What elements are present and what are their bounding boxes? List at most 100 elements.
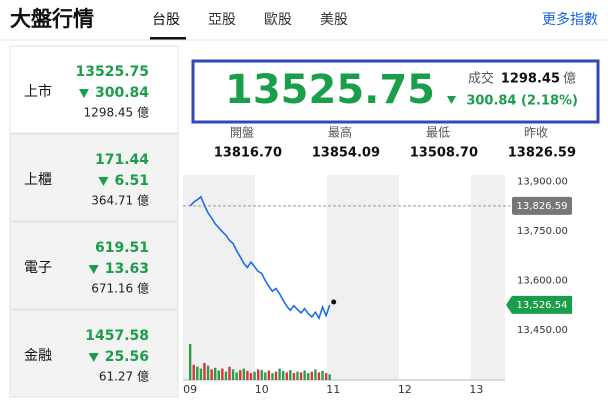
index-value: 171.44 — [95, 152, 149, 168]
volume-bar — [249, 373, 253, 380]
volume-unit: 億 — [563, 71, 576, 87]
volume-bar — [235, 372, 238, 380]
price: 13525.75 — [225, 67, 435, 113]
volume-bar — [192, 364, 195, 380]
volume-bar — [296, 371, 299, 380]
volume-bar — [217, 370, 220, 380]
volume-bar — [285, 372, 288, 380]
index-amount: 1298.45 億 — [84, 106, 149, 120]
volume-bar — [299, 372, 303, 380]
y-tick-label: 13,750.00 — [517, 226, 568, 237]
y-tick-label: 13,900.00 — [517, 177, 568, 188]
stat-value: 13816.70 — [214, 146, 282, 161]
stats: 開盤 13816.70 最高 13854.09 最低 13508.70 昨收 13826.59 — [214, 125, 576, 161]
volume-bar — [188, 343, 192, 380]
time-band — [471, 175, 505, 380]
volume-bar — [317, 372, 321, 380]
volume-bar — [281, 370, 285, 380]
volume-bar — [278, 368, 281, 380]
index-change: 300.84 — [95, 85, 149, 101]
last-point — [331, 299, 337, 305]
volume-bar — [246, 370, 249, 380]
stat-label: 最低 — [426, 126, 450, 140]
stat-value: 13826.59 — [508, 146, 576, 161]
index-name: 上櫃 — [24, 172, 52, 188]
tab-underline — [150, 37, 186, 40]
volume-bar — [242, 368, 246, 380]
volume-bar — [203, 362, 206, 380]
volume-bar — [271, 373, 274, 380]
index-value: 1457.58 — [85, 328, 149, 344]
volume-bar — [321, 370, 324, 380]
volume-bar — [231, 369, 235, 380]
time-band — [327, 175, 399, 380]
volume-bar — [253, 371, 256, 380]
sidebar-row[interactable] — [9, 133, 179, 222]
down-icon — [88, 353, 99, 362]
y-tick-label: 13,450.00 — [517, 325, 568, 336]
index-amount: 671.16 億 — [91, 282, 149, 296]
volume-bar — [199, 368, 203, 380]
volume-bar — [221, 368, 224, 380]
tab[interactable]: 亞股 — [208, 12, 236, 28]
stat-label: 開盤 — [230, 126, 254, 140]
x-tick-label: 13 — [469, 383, 483, 396]
x-tick-label: 11 — [326, 383, 340, 396]
stat-label: 昨收 — [524, 126, 548, 140]
tab[interactable]: 歐股 — [264, 12, 292, 28]
volume-bar — [310, 371, 313, 380]
index-value: 13525.75 — [75, 64, 149, 80]
time-band — [183, 175, 255, 380]
index-change: 25.56 — [105, 349, 149, 365]
volume-bar — [267, 370, 271, 380]
stat-value: 13854.09 — [312, 146, 380, 161]
stat-label: 最高 — [328, 125, 352, 140]
index-name: 電子 — [24, 260, 52, 276]
down-icon — [88, 265, 99, 274]
volume-bar — [256, 369, 260, 380]
summary-box — [191, 59, 600, 124]
more-link[interactable]: 更多指數 — [542, 11, 598, 28]
volume-bar — [274, 371, 278, 380]
volume-bar — [210, 369, 213, 380]
x-tick-label: 10 — [255, 383, 269, 396]
x-tick-label: 12 — [398, 383, 412, 396]
volume-bar — [196, 366, 199, 380]
sidebar: 上市 13525.75 300.84 1298.45 億上櫃 171.44 6.51 364… — [9, 45, 179, 398]
down-icon — [447, 96, 456, 104]
index-value: 619.51 — [95, 240, 149, 256]
volume-bar — [314, 369, 317, 380]
volume-bar — [328, 374, 331, 380]
volume-bar — [303, 370, 306, 380]
index-change: 6.51 — [114, 173, 149, 189]
tab[interactable]: 美股 — [320, 12, 348, 28]
tab[interactable]: 台股 — [152, 12, 180, 28]
chart: 13,900.00 13,750.00 13,600.00 13,450.00 09 10… — [183, 175, 572, 396]
stat-value: 13508.70 — [410, 146, 478, 161]
price-line — [189, 195, 331, 321]
reference-label: 13,826.59 — [517, 201, 568, 212]
down-icon — [98, 177, 109, 186]
x-tick-label: 09 — [183, 383, 197, 396]
sidebar-row[interactable] — [9, 45, 179, 134]
index-name: 金融 — [24, 348, 52, 364]
y-tick-label: 13,600.00 — [517, 276, 568, 287]
volume-bar — [224, 371, 228, 380]
index-change: 13.63 — [105, 261, 149, 277]
widget-title: 大盤行情 — [10, 7, 94, 31]
volume-bar — [260, 370, 263, 380]
volume-bar — [214, 367, 217, 380]
volume-bar — [228, 366, 231, 380]
volume-label: 成交 — [468, 71, 494, 87]
volume-bar — [264, 372, 267, 380]
change: 300.84 (2.18%) — [466, 94, 578, 109]
reference-tag — [512, 196, 572, 215]
last-tag — [506, 295, 572, 314]
down-icon — [78, 89, 89, 98]
index-amount: 364.71 億 — [91, 194, 149, 208]
volume-bar — [289, 370, 292, 380]
volume-bar — [292, 373, 296, 380]
volume-bar — [307, 373, 310, 380]
